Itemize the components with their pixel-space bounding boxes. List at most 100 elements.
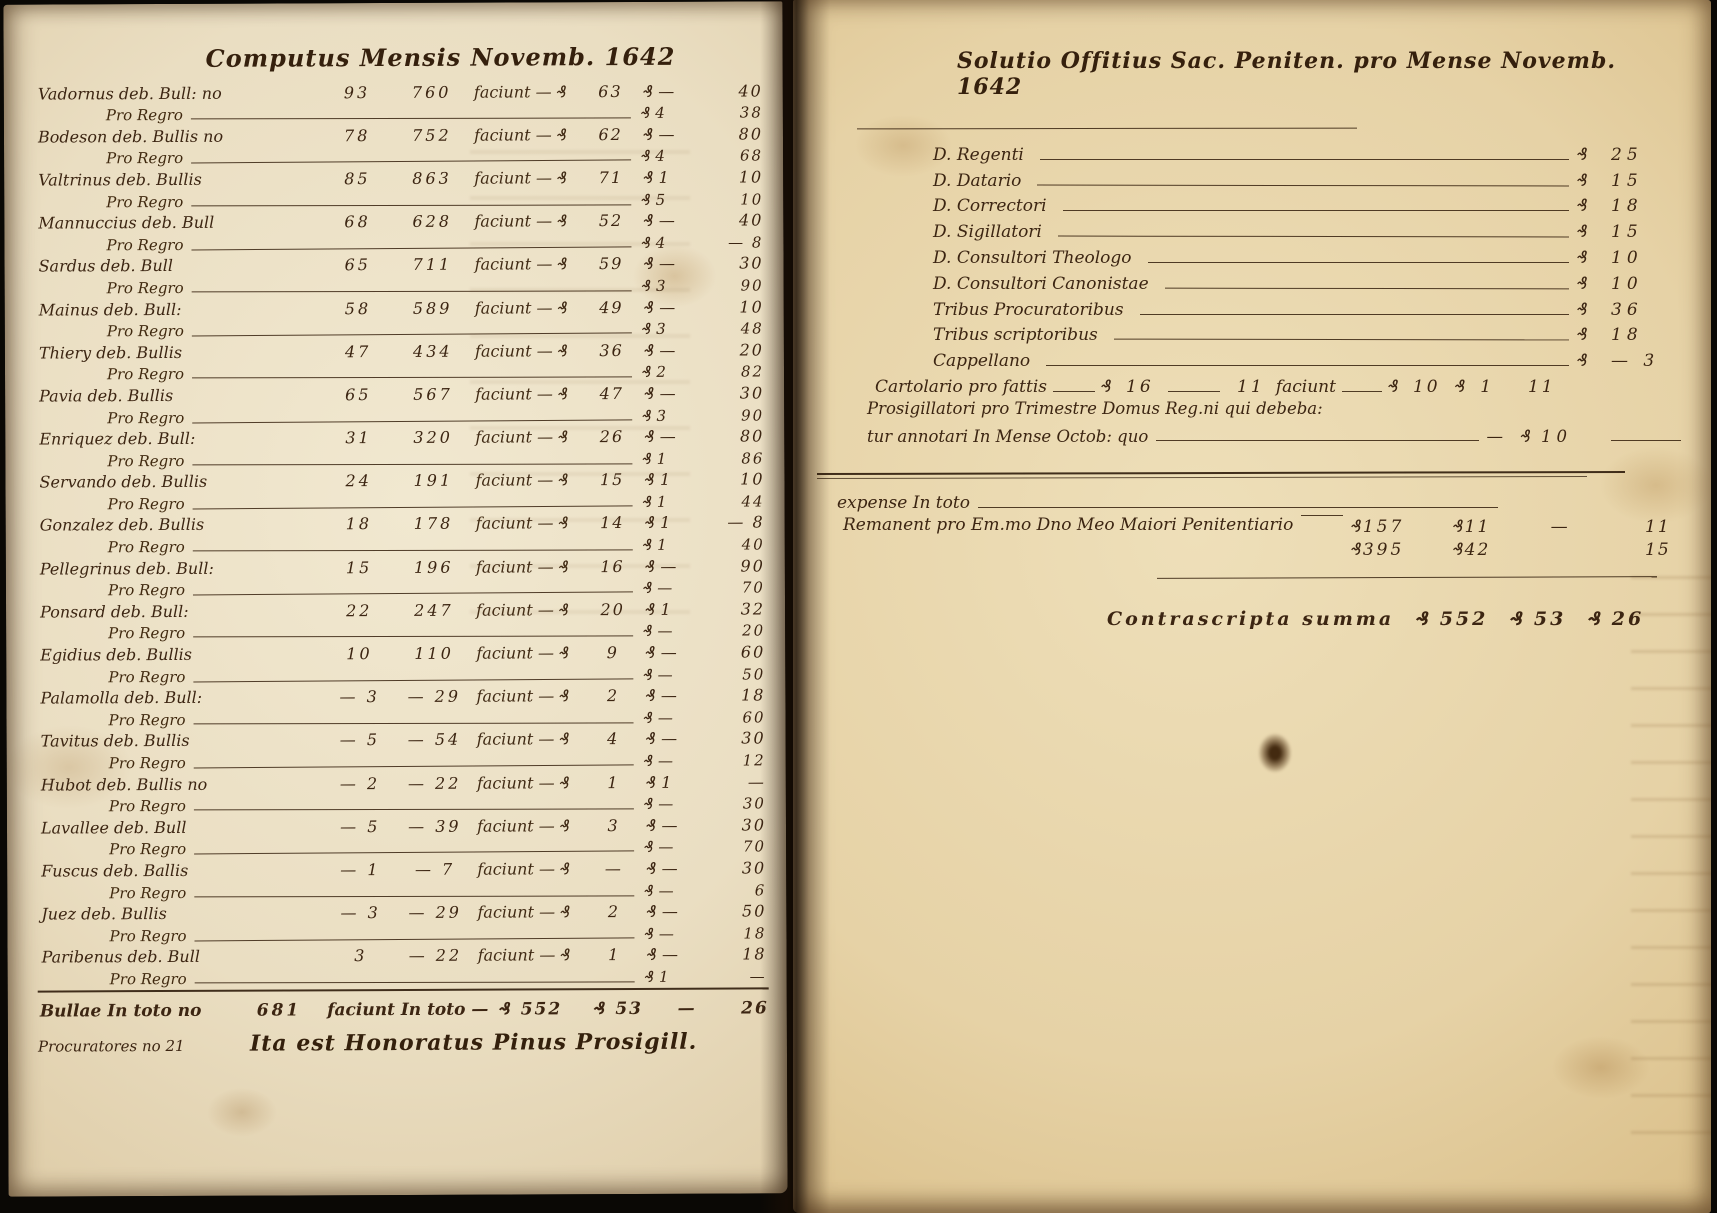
- scudi-glyph: ₰: [643, 124, 654, 144]
- entry-bull-count: 3: [354, 946, 368, 966]
- scudi-glyph: ₰: [643, 665, 653, 684]
- entry-scudi: 15: [599, 470, 625, 490]
- entry-faciunt: faciunt — ₰: [477, 859, 571, 879]
- entry-grossi: ₰ —: [643, 210, 675, 231]
- prosigillatori-line2: tur annotari In Mense Octob: quo: [867, 427, 1149, 447]
- registro-grossi: ₰ 1: [642, 449, 667, 468]
- entry-scudi: 49: [599, 297, 624, 317]
- registro-right-value: 68: [739, 146, 764, 165]
- scudi-glyph: ₰: [644, 838, 654, 857]
- entry-registro-line: Pro Regro ₰ 3 48: [35, 316, 766, 341]
- total-bulls: 681: [256, 1000, 302, 1021]
- remanent-row1-scudi: 157: [1362, 516, 1405, 537]
- entry-grossi: ₰ 1: [644, 470, 671, 490]
- ruled-line: [192, 418, 633, 423]
- registro-grossi: ₰ —: [643, 751, 674, 770]
- entry-bull-count: 10: [346, 644, 373, 664]
- registro-right-value: 12: [742, 751, 766, 770]
- entry-scudi: 9: [606, 643, 620, 663]
- ledger-entry: Tavitus deb. Bullis — 5 — 54 faciunt — ₰…: [37, 726, 768, 772]
- scudi-glyph: ₰: [641, 320, 652, 339]
- payment-item: D. Datario ₰ 15: [933, 165, 1681, 191]
- prosigillatori-value: 10: [1541, 427, 1572, 447]
- pro-registro-label: Pro Regro: [108, 710, 186, 730]
- scudi-glyph: ₰: [645, 642, 656, 662]
- registro-grossi: ₰ 3: [642, 406, 667, 425]
- scudi-glyph: ₰: [645, 599, 656, 619]
- entry-registro-line: Pro Regro ₰ 1 40: [36, 532, 767, 557]
- entry-amount: — 29: [408, 902, 463, 923]
- pro-registro-label: Pro Regro: [106, 149, 184, 168]
- pro-registro-label: Pro Regro: [109, 883, 187, 902]
- entry-faciunt: faciunt — ₰: [474, 168, 568, 188]
- entry-right-value: — 8: [727, 512, 765, 533]
- pro-registro-label: Pro Regro: [106, 322, 184, 341]
- scudi-glyph: ₰: [559, 859, 571, 879]
- payment-label: D. Correctori: [933, 196, 1047, 217]
- scudi-glyph: ₰: [643, 167, 654, 187]
- entry-faciunt: faciunt — ₰: [474, 340, 569, 361]
- total-dash: —: [677, 998, 695, 1019]
- entry-main-line: Gonzalez deb. Bullis 18 178 faciunt — ₰ …: [36, 510, 767, 535]
- scudi-glyph: ₰: [644, 967, 655, 986]
- scudi-glyph: ₰: [646, 902, 657, 922]
- registro-grossi: ₰ —: [644, 838, 674, 857]
- entry-amount: 628: [412, 211, 453, 232]
- registro-right-value: 90: [740, 276, 764, 295]
- entry-grossi: ₰ —: [646, 901, 678, 922]
- entry-name: Servando deb. Bullis: [39, 472, 208, 492]
- scudi-glyph: ₰: [1577, 222, 1588, 243]
- entry-name: Lavallee deb. Bull: [40, 817, 187, 838]
- entry-faciunt: faciunt — ₰: [474, 211, 568, 231]
- pro-registro-label: Pro Regro: [109, 840, 187, 859]
- total-label: Bullae In toto no: [39, 1000, 202, 1022]
- registro-grossi: ₰ —: [643, 665, 673, 684]
- entry-bull-count: — 3: [340, 903, 381, 923]
- scudi-glyph: ₰: [646, 858, 657, 878]
- registro-grossi: ₰ 4: [640, 104, 665, 123]
- payment-label: D. Sigillatori: [933, 222, 1042, 243]
- entry-faciunt: faciunt — ₰: [475, 427, 569, 447]
- scudi-glyph: ₰: [643, 622, 653, 641]
- cartolario-g: 1: [1480, 377, 1492, 398]
- registro-grossi: ₰ 4: [641, 147, 665, 166]
- registro-right-value: — 8: [728, 233, 764, 252]
- ruled-line: [194, 850, 635, 855]
- entry-scudi: 1: [608, 945, 621, 965]
- scudi-glyph: ₰: [556, 81, 567, 101]
- scudi-glyph: ₰: [644, 470, 655, 490]
- entry-right-value: 80: [738, 124, 764, 144]
- left-page-title: Computus Mensis Novemb. 1642: [205, 41, 676, 73]
- payment-value: 25: [1611, 144, 1643, 165]
- payment-item: D. Sigillatori ₰ 15: [933, 216, 1681, 242]
- entry-right-value: 80: [739, 426, 765, 446]
- total-faciunt-label: faciunt In toto —: [327, 999, 489, 1021]
- remanent-row2: ₰ 395 ₰ 42 15: [1351, 538, 1681, 561]
- entry-bull-count: — 1: [340, 860, 381, 880]
- entry-scudi: 36: [599, 340, 624, 360]
- leader-line: [977, 507, 1498, 509]
- entry-main-line: Palamolla deb. Bull: — 3 — 29 faciunt — …: [36, 683, 767, 708]
- entry-right-value: 32: [740, 599, 766, 619]
- entry-main-line: Egidius deb. Bullis 10 110 faciunt — ₰ 9…: [36, 640, 767, 665]
- entry-faciunt: faciunt — ₰: [477, 902, 571, 922]
- entry-faciunt: faciunt — ₰: [476, 686, 570, 706]
- scudi-glyph: ₰: [646, 815, 657, 835]
- entry-grossi: ₰ 1: [644, 513, 671, 533]
- registro-right-value: 82: [740, 362, 765, 381]
- entry-name: Egidius deb. Bullis: [40, 644, 193, 665]
- contrascripta-scudi: 552: [1439, 608, 1489, 631]
- entry-faciunt: faciunt — ₰: [475, 556, 569, 577]
- entry-faciunt: faciunt — ₰: [474, 297, 568, 318]
- entry-main-line: Ponsard deb. Bull: 22 247 faciunt — ₰ 20…: [36, 597, 767, 622]
- entry-name: Paribenus deb. Bull: [41, 947, 200, 967]
- entry-main-line: Mannuccius deb. Bull 68 628 faciunt — ₰ …: [34, 208, 765, 233]
- entry-right-value: 30: [741, 728, 766, 748]
- entry-right-value: 30: [739, 253, 764, 273]
- ledger-entry: Thiery deb. Bullis 47 434 faciunt — ₰ 36…: [35, 338, 766, 384]
- entry-grossi: ₰ —: [646, 858, 678, 878]
- leader-line: [1167, 391, 1220, 393]
- entry-amount: 752: [412, 125, 452, 145]
- entry-right-value: 18: [741, 685, 766, 705]
- payment-item: Tribus scriptoribus ₰ 18: [933, 320, 1681, 345]
